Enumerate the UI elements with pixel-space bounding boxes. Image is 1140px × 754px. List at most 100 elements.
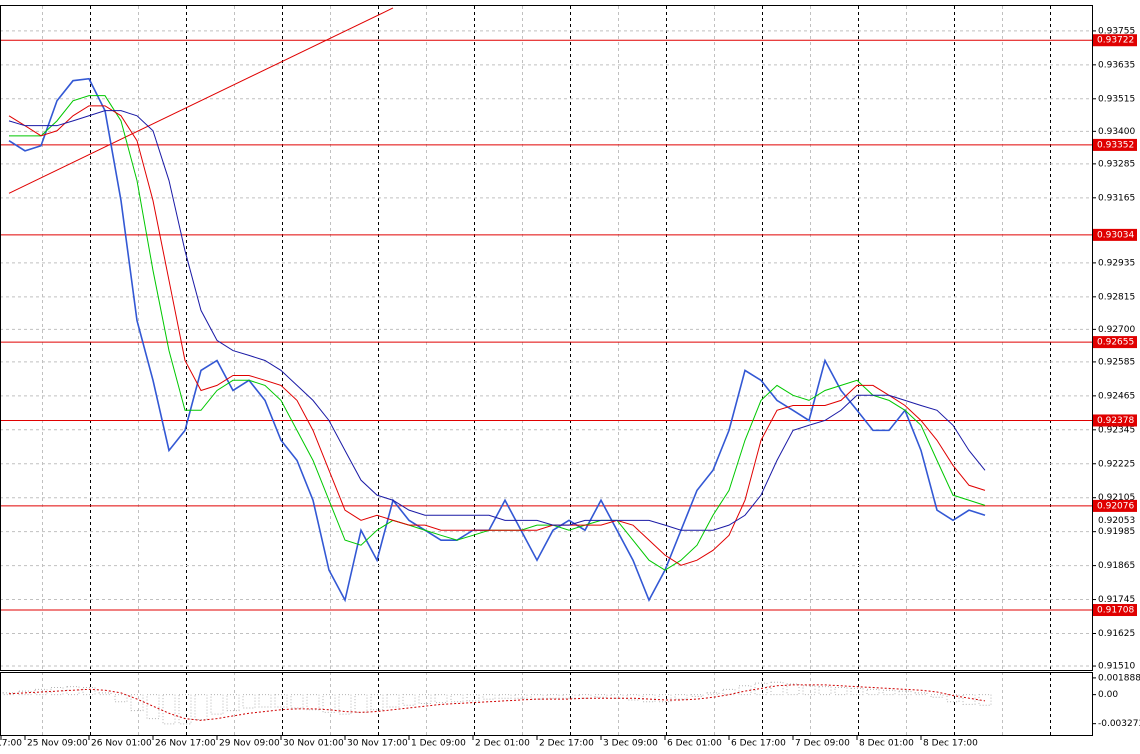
- histogram-bar: [706, 692, 720, 696]
- histogram-bar: [978, 694, 992, 706]
- histogram-bar: [866, 688, 880, 696]
- histogram-bar: [738, 685, 752, 696]
- histogram-bar: [18, 690, 32, 696]
- y-tick-label: 0.92935: [1098, 258, 1135, 268]
- histogram-bar: [290, 694, 304, 709]
- x-tick-label: 26 Nov 01:00: [91, 739, 152, 749]
- histogram-bar: [274, 694, 288, 708]
- histogram-bar: [162, 694, 176, 725]
- level-label: 0.92076: [1097, 501, 1134, 511]
- y-tick-label: 0.93515: [1098, 94, 1135, 104]
- histogram-bar: [210, 694, 224, 715]
- level-label: 0.93034: [1097, 230, 1134, 240]
- histogram-bar: [322, 694, 336, 713]
- level-tag: [1093, 499, 1137, 512]
- y-tick-label: 0.91745: [1098, 595, 1135, 605]
- y-tick-label: 0.93285: [1098, 159, 1135, 169]
- y-tick-label: 0.93400: [1098, 127, 1135, 137]
- moving-average: [8, 110, 986, 531]
- histogram-bar: [34, 688, 48, 696]
- moving-average: [8, 105, 986, 566]
- x-tick-label: 25 Nov 09:00: [27, 739, 88, 749]
- histogram-bar: [562, 694, 576, 699]
- histogram-bar: [466, 694, 480, 702]
- histogram-bar: [882, 689, 896, 696]
- y-tick-label: 0.91625: [1098, 629, 1135, 639]
- histogram-bar: [530, 694, 544, 700]
- histogram-bar: [98, 692, 112, 696]
- y-tick-label: 0.001888: [1098, 673, 1140, 683]
- y-tick-label: 0.92225: [1098, 459, 1135, 469]
- histogram-bar: [242, 694, 256, 709]
- plot: [0, 7, 1092, 725]
- histogram-bar: [130, 694, 144, 712]
- histogram-bar: [82, 687, 96, 696]
- grid: [0, 6, 1092, 735]
- main-frame: [0, 5, 1093, 671]
- level-label: 0.92378: [1097, 416, 1134, 426]
- y-tick-label: 0.92700: [1098, 325, 1135, 335]
- x-tick-label: 6 Dec 01:00: [667, 739, 722, 749]
- y-tick-label: 0.91510: [1098, 662, 1135, 672]
- level-tag: [1093, 138, 1137, 151]
- level-label: 0.92655: [1097, 338, 1134, 348]
- y-tick-label: 0.92465: [1098, 391, 1135, 401]
- trendline: [8, 7, 394, 194]
- level-label: 0.93352: [1097, 140, 1134, 150]
- histogram-bar: [370, 694, 384, 711]
- histogram-bar: [178, 694, 192, 725]
- y-tick-label: 0.91985: [1098, 527, 1135, 537]
- histogram-bar: [690, 694, 704, 697]
- current-price-label: 0.92053: [1098, 516, 1135, 526]
- x-tick-label: 7 Dec 09:00: [795, 739, 850, 749]
- histogram-bar: [354, 694, 368, 713]
- x-tick-label: 6 Dec 17:00: [731, 739, 786, 749]
- histogram-bar: [306, 694, 320, 711]
- histogram-bar: [434, 694, 448, 704]
- histogram-bar: [402, 694, 416, 706]
- histogram-bar: [754, 682, 768, 696]
- histogram-bar: [610, 694, 624, 699]
- histogram-bar: [450, 694, 464, 703]
- oscillator-frame: [0, 672, 1093, 736]
- level-tag: [1093, 604, 1137, 617]
- y-tick-label: 0.92815: [1098, 292, 1135, 302]
- histogram-bar: [578, 694, 592, 699]
- histogram-bar: [146, 694, 160, 720]
- x-tick-label: 30 Nov 01:00: [283, 739, 344, 749]
- histogram-bar: [818, 686, 832, 696]
- y-tick-label: 0.93755: [1098, 26, 1135, 36]
- x-tick-label: 2 Dec 01:00: [475, 739, 530, 749]
- histogram-bar: [770, 681, 784, 696]
- histogram-bar: [594, 694, 608, 698]
- histogram-bar: [226, 694, 240, 712]
- histogram-bar: [786, 683, 800, 696]
- x-tick-label: 2 Dec 17:00: [539, 739, 594, 749]
- y-tick-label: -0.003273: [1098, 719, 1140, 729]
- histogram-bar: [514, 694, 528, 699]
- histogram-bar: [546, 694, 560, 699]
- histogram-bar: [482, 694, 496, 700]
- histogram-bar: [722, 688, 736, 696]
- x-tick-label: 17:00: [0, 739, 22, 749]
- level-tag: [1093, 414, 1137, 427]
- histogram-bar: [114, 694, 128, 703]
- histogram-bar: [50, 687, 64, 696]
- y-tick-label: 0.00: [1098, 690, 1118, 700]
- histogram-bar: [914, 692, 928, 696]
- histogram-bar: [418, 694, 432, 705]
- x-tick-label: 8 Dec 01:00: [859, 739, 914, 749]
- y-tick-label: 0.91865: [1098, 561, 1135, 571]
- histogram-bar: [626, 694, 640, 701]
- x-tick-label: 1 Dec 09:00: [411, 739, 466, 749]
- axis: 0.93755 0.93635 0.93515 0.93400 0.93285 0.931…: [0, 26, 1140, 748]
- histogram-bar: [642, 694, 656, 703]
- histogram-bar: [258, 694, 272, 708]
- histogram-bar: [898, 690, 912, 696]
- x-tick-label: 26 Nov 17:00: [155, 739, 216, 749]
- histogram-bar: [66, 686, 80, 696]
- x-tick-label: 3 Dec 09:00: [603, 739, 658, 749]
- histogram-bar: [962, 694, 976, 705]
- histogram-bar: [194, 694, 208, 720]
